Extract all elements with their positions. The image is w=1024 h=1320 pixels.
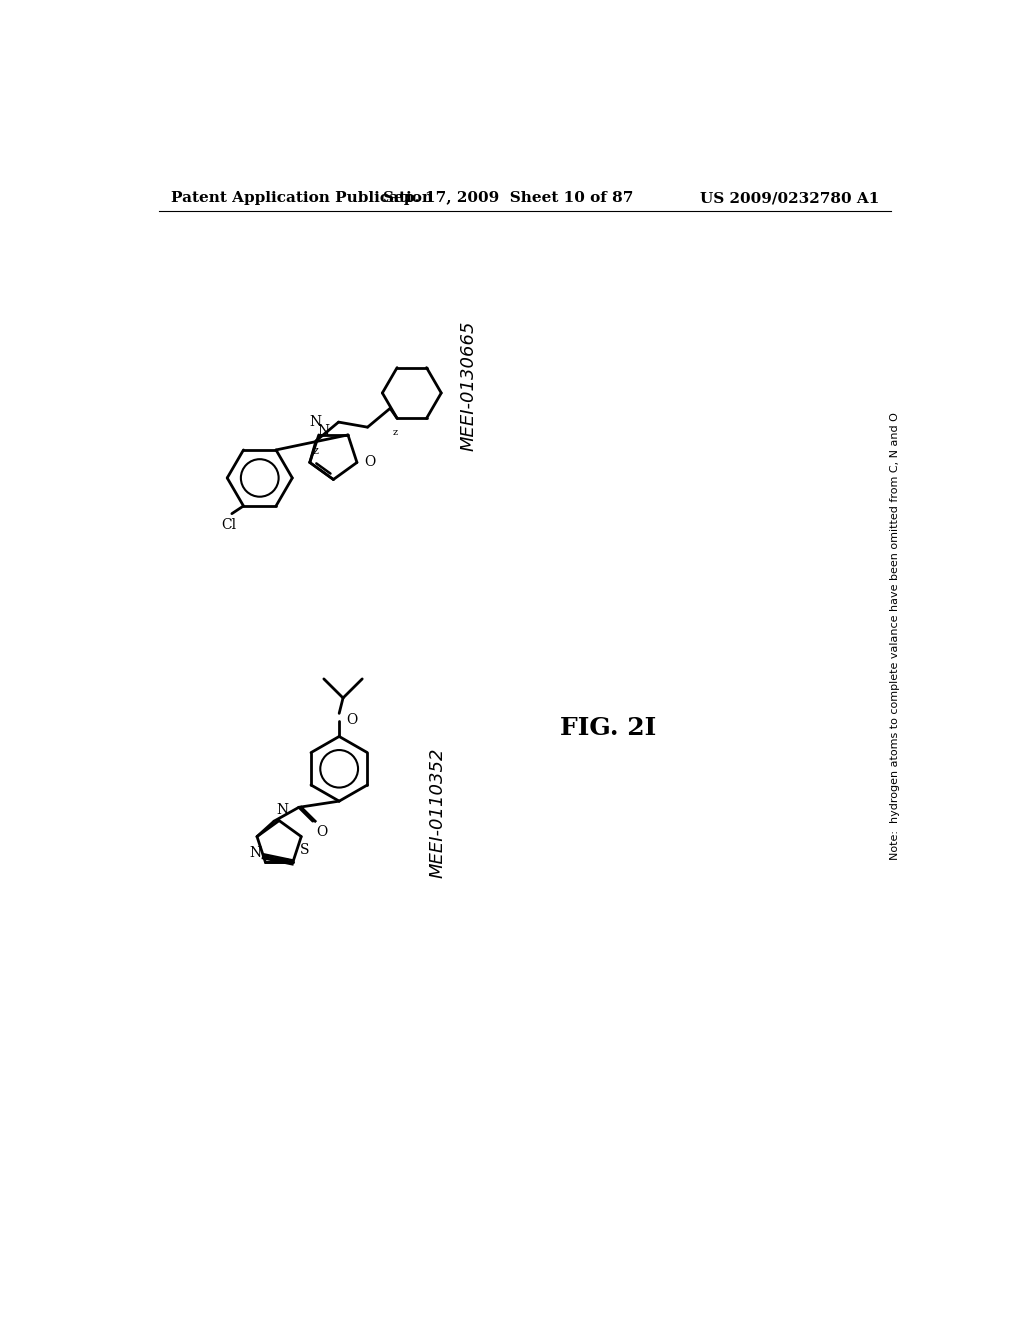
- Text: O: O: [365, 455, 376, 470]
- Text: US 2009/0232780 A1: US 2009/0232780 A1: [700, 191, 880, 206]
- Text: Sep. 17, 2009  Sheet 10 of 87: Sep. 17, 2009 Sheet 10 of 87: [383, 191, 633, 206]
- Text: N: N: [276, 804, 289, 817]
- Text: z: z: [393, 428, 398, 437]
- Text: O: O: [316, 825, 328, 840]
- Text: Cl: Cl: [221, 519, 237, 532]
- Text: z: z: [312, 446, 318, 457]
- Text: Patent Application Publication: Patent Application Publication: [171, 191, 432, 206]
- Text: Note:  hydrogen atoms to complete valance have been omitted from C, N and O: Note: hydrogen atoms to complete valance…: [890, 412, 900, 859]
- Text: N: N: [250, 846, 262, 861]
- Text: MEEI-0110352: MEEI-0110352: [429, 747, 447, 878]
- Text: O: O: [346, 713, 357, 726]
- Text: S: S: [300, 842, 310, 857]
- Text: MEEI-0130665: MEEI-0130665: [460, 321, 478, 451]
- Text: FIG. 2I: FIG. 2I: [560, 717, 656, 741]
- Text: N: N: [309, 414, 322, 429]
- Text: N: N: [317, 424, 330, 438]
